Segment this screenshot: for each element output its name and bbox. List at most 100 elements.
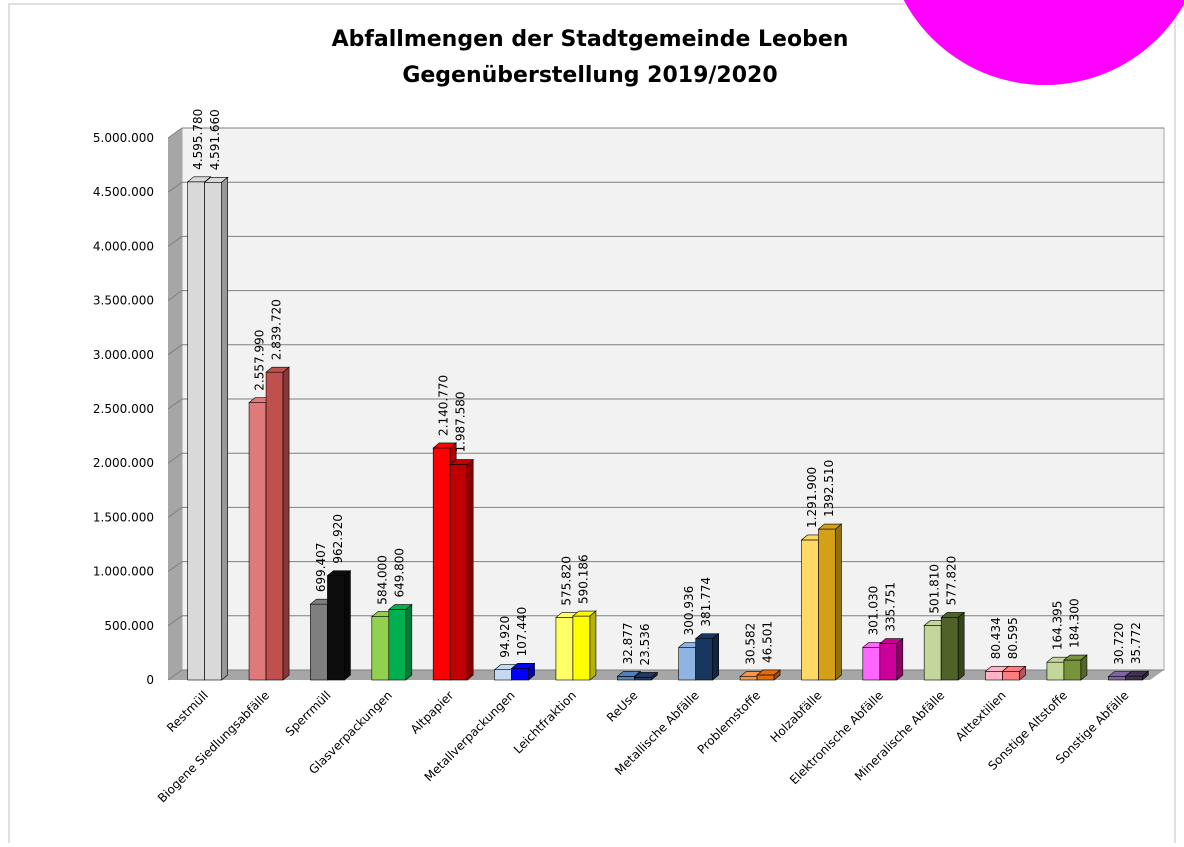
chart-subtitle: Gegenüberstellung 2019/2020 bbox=[402, 63, 777, 88]
bar bbox=[694, 632, 720, 681]
y-tick-label: 2.500.000 bbox=[93, 402, 154, 416]
value-label: 80.434 bbox=[989, 617, 1003, 659]
value-label: 300.936 bbox=[682, 586, 696, 636]
bar-front bbox=[1063, 659, 1082, 681]
bar bbox=[756, 669, 781, 681]
bar-side bbox=[466, 458, 474, 681]
value-label: 699.407 bbox=[314, 543, 328, 593]
value-label: 164.395 bbox=[1050, 601, 1064, 651]
bar-side bbox=[651, 671, 658, 681]
bar bbox=[510, 662, 536, 681]
grid-line bbox=[167, 290, 1164, 302]
bar-front bbox=[739, 676, 758, 681]
value-label: 962.920 bbox=[331, 514, 345, 564]
value-label: 30.720 bbox=[1112, 623, 1126, 665]
value-label: 2.140.770 bbox=[437, 375, 451, 436]
bar-front bbox=[310, 603, 328, 681]
bar-side bbox=[1019, 665, 1026, 681]
value-label: 2.557.990 bbox=[253, 330, 267, 391]
bar-front bbox=[1125, 675, 1143, 681]
bar bbox=[572, 610, 597, 681]
y-tick-label: 3.000.000 bbox=[93, 348, 154, 362]
bar-front bbox=[617, 676, 635, 681]
value-label: 1.291.900 bbox=[805, 467, 819, 528]
decoration bbox=[903, 0, 1184, 85]
x-tick-label: ReUse bbox=[604, 688, 640, 724]
x-tick-label: Alttextilien bbox=[953, 688, 1009, 744]
value-label: 381.774 bbox=[699, 577, 713, 627]
x-tick-label: Restmüll bbox=[164, 688, 211, 735]
value-label: 575.820 bbox=[559, 556, 573, 606]
y-tick-label: 1.000.000 bbox=[93, 565, 154, 579]
x-tick-label: Problemstoffe bbox=[695, 688, 764, 757]
bar-front bbox=[695, 638, 713, 681]
bar-front bbox=[327, 575, 345, 681]
bar-side bbox=[589, 610, 597, 681]
floor bbox=[168, 670, 1164, 680]
x-tick-label: Leichtfraktion bbox=[511, 688, 579, 756]
value-label: 4.591.660 bbox=[208, 109, 222, 170]
y-tick-label: 1.500.000 bbox=[93, 510, 154, 524]
bar bbox=[1124, 670, 1150, 681]
bar-front bbox=[1002, 670, 1020, 681]
bar-front bbox=[449, 464, 468, 681]
value-label: 94.920 bbox=[498, 616, 512, 658]
y-tick-label: 4.000.000 bbox=[93, 239, 154, 253]
bar-front bbox=[879, 643, 898, 681]
bar-side bbox=[1142, 670, 1149, 681]
bar-front bbox=[801, 539, 819, 681]
bar-front bbox=[371, 616, 390, 681]
value-label: 577.820 bbox=[945, 556, 959, 606]
value-label: 32.877 bbox=[621, 622, 635, 664]
grid-line bbox=[167, 181, 1164, 193]
bar-front bbox=[204, 181, 222, 681]
x-tick-label: Altpapier bbox=[408, 688, 456, 736]
bar-front bbox=[511, 668, 529, 681]
bar-front bbox=[187, 181, 205, 681]
value-label: 184.300 bbox=[1067, 598, 1081, 648]
value-label: 80.595 bbox=[1006, 617, 1020, 659]
bar-front bbox=[265, 371, 284, 681]
value-label: 4.595.780 bbox=[191, 109, 205, 170]
bar bbox=[265, 366, 290, 681]
bar bbox=[449, 458, 475, 681]
x-tick-label: Holzabfälle bbox=[768, 688, 825, 745]
bar-front bbox=[818, 528, 836, 681]
bar-front bbox=[923, 625, 942, 681]
bar-front bbox=[1046, 661, 1065, 681]
grid-line bbox=[167, 452, 1164, 464]
grid-line bbox=[167, 344, 1164, 356]
bar-front bbox=[756, 674, 775, 681]
y-tick-label: 4.500.000 bbox=[93, 185, 154, 199]
bar-side bbox=[773, 669, 781, 681]
value-label: 584.000 bbox=[375, 555, 389, 605]
x-tick-label: Biogene Siedlungsabfälle bbox=[155, 688, 272, 805]
bar-front bbox=[1108, 676, 1126, 681]
value-label: 335.751 bbox=[883, 582, 897, 632]
bar-front bbox=[634, 677, 652, 681]
value-label: 46.501 bbox=[761, 621, 775, 663]
bar-side bbox=[282, 366, 290, 681]
y-tick-label: 2.000.000 bbox=[93, 456, 154, 470]
bar bbox=[940, 611, 966, 681]
value-label: 30.582 bbox=[744, 623, 758, 665]
value-label: 107.440 bbox=[515, 607, 529, 657]
bar-side bbox=[344, 569, 351, 681]
y-tick-label: 3.500.000 bbox=[93, 294, 154, 308]
bar-side bbox=[896, 637, 904, 681]
bar-front bbox=[572, 615, 591, 681]
bar bbox=[633, 671, 659, 681]
grid-line bbox=[167, 506, 1164, 518]
bar-front bbox=[432, 447, 451, 681]
bar bbox=[1063, 654, 1088, 681]
bar bbox=[387, 603, 413, 681]
bar-front bbox=[678, 647, 696, 681]
x-tick-label: Sperrmüll bbox=[283, 688, 334, 739]
value-label: 2.839.720 bbox=[270, 299, 284, 360]
bar-front bbox=[494, 669, 512, 681]
bar bbox=[1046, 656, 1071, 681]
bar-side bbox=[528, 662, 535, 681]
grid-line bbox=[167, 398, 1164, 410]
